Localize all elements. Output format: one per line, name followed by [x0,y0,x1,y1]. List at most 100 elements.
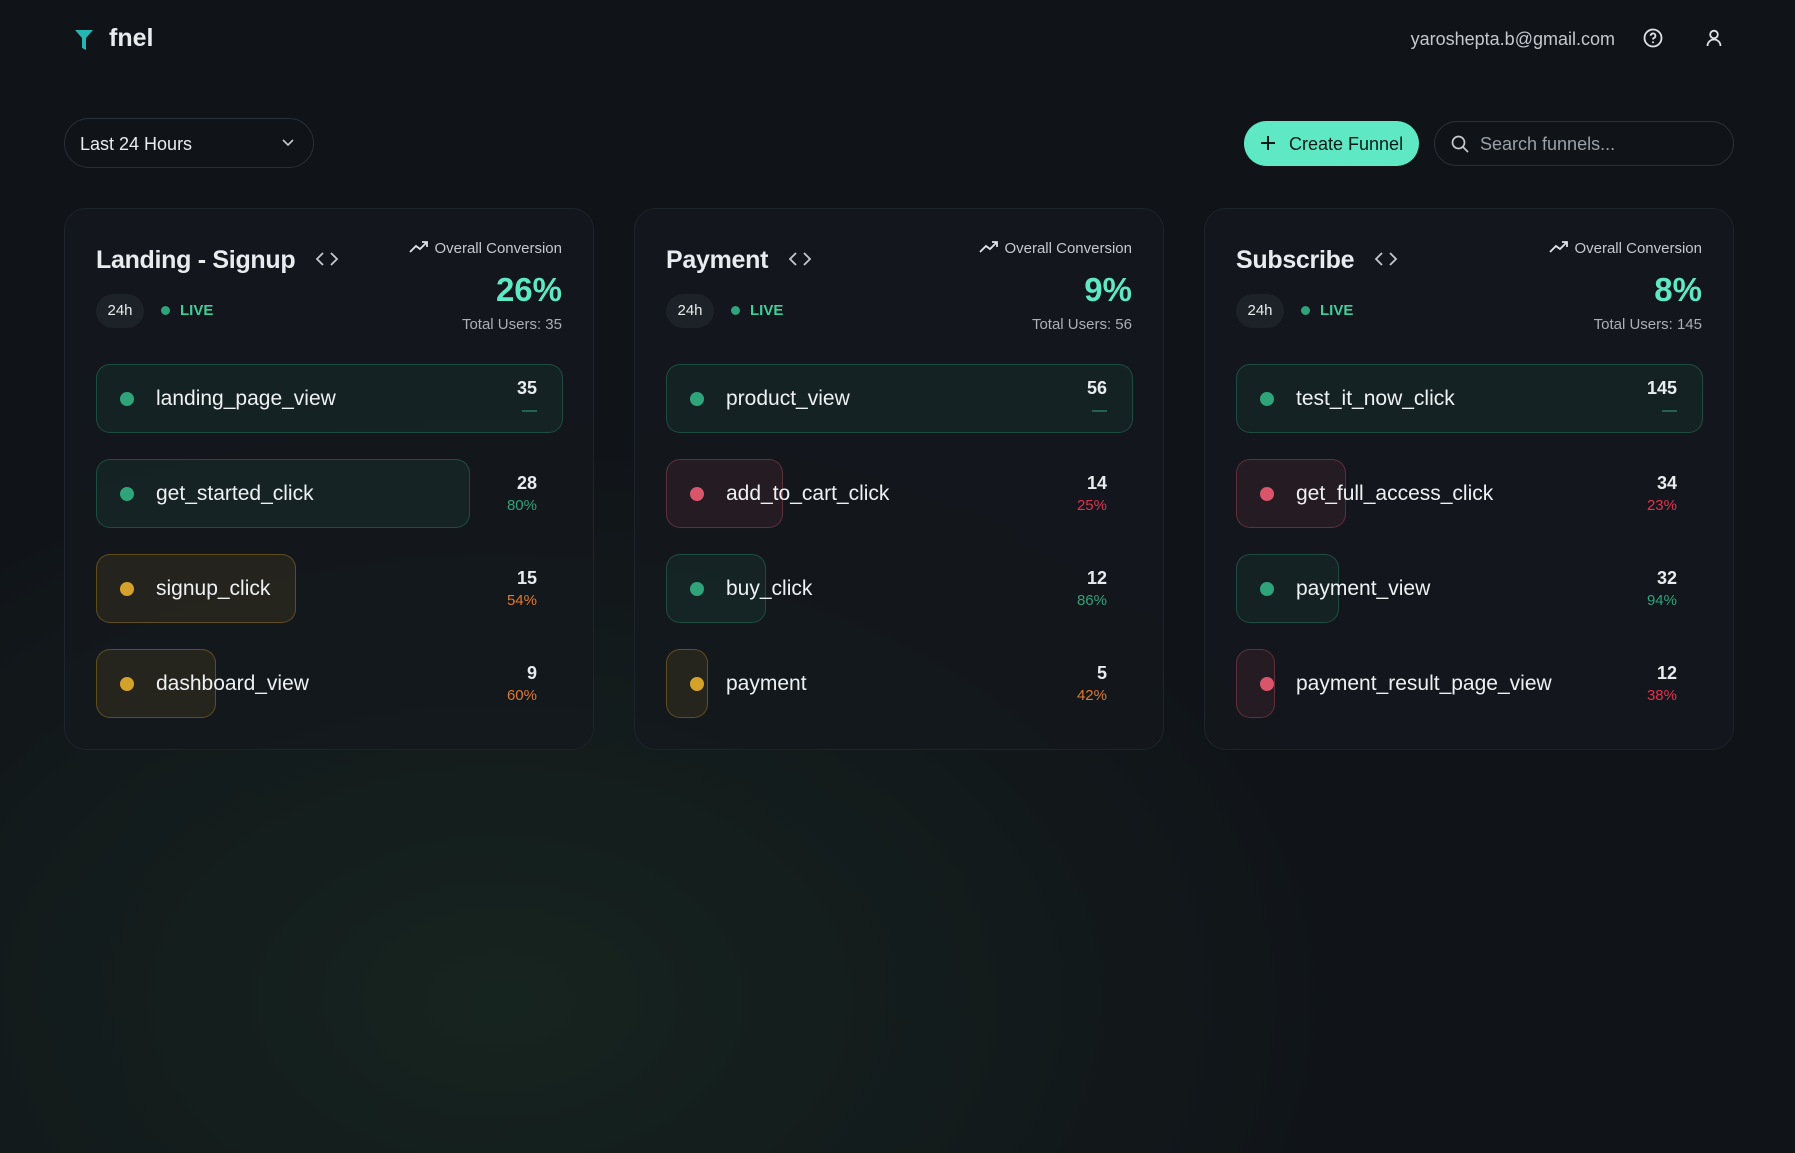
search-placeholder: Search funnels... [1480,134,1616,154]
step-count: 145 [1646,378,1677,398]
step-rate: 38% [1646,687,1677,704]
search-box[interactable]: Search funnels... [1434,121,1734,166]
step-name: buy_click [726,577,813,600]
step-count: 28 [516,473,537,493]
step-rate: 94% [1646,592,1677,609]
step-name: add_to_cart_click [726,482,890,505]
step-count: 14 [1086,473,1107,493]
step-count: 9 [526,663,537,683]
funnel-card[interactable]: Landing - Signup 24h LIVE Overall Conversio… [64,208,594,750]
conversion-header: Overall Conversion [409,240,562,257]
step-count: 56 [1086,378,1107,398]
step-rate: 54% [506,592,537,609]
step-rate: 86% [1076,592,1107,609]
funnel-card[interactable]: Subscribe 24h LIVE Overall Conversion 8% Tota… [1204,208,1734,750]
code-icon [316,252,339,266]
step-dot [120,582,134,596]
embed-icon[interactable] [315,249,339,274]
chevron [282,139,294,147]
step-rate: — [522,402,537,419]
conversion-label: Overall Conversion [434,240,562,257]
range-label: Last 24 Hours [80,134,193,154]
live-label: LIVE [750,302,784,319]
embed-icon[interactable] [788,249,812,274]
step-dot [1260,677,1274,691]
step-rate: — [1662,402,1677,419]
step-count: 35 [516,378,537,398]
step-bar [96,459,470,528]
funnel-title: Payment [666,246,769,274]
live-label: LIVE [1320,302,1354,319]
period-badge: 24h [666,294,714,328]
funnel-card[interactable]: Payment 24h LIVE Overall Conversion 9% Total … [634,208,1164,750]
step-count: 12 [1656,663,1677,683]
step-dot [690,487,704,501]
conversion-header: Overall Conversion [1549,240,1702,257]
step-name: payment_view [1296,577,1431,600]
step-dot [120,392,134,406]
step-rate: 23% [1646,497,1677,514]
create-funnel-button[interactable]: Create Funnel [1244,121,1419,166]
code-icon [1374,252,1398,266]
step-bar [96,364,563,433]
step-name: dashboard_view [156,672,309,695]
logo-icon [75,30,93,50]
total-users: Total Users: 56 [1031,316,1132,333]
step-rate: 25% [1076,497,1107,514]
step-name: test_it_now_click [1296,387,1455,410]
step-bar [666,459,783,528]
step-bar [1236,364,1703,433]
step-bar [1236,459,1346,528]
step-dot [1260,487,1274,501]
embed-icon[interactable] [1374,249,1398,274]
conversion-value: 9% [1084,271,1132,308]
step-name: get_started_click [156,482,314,505]
step-rate: 80% [506,497,537,514]
user-email: yaroshepta.b@gmail.com [1410,29,1615,49]
conversion-label: Overall Conversion [1574,240,1702,257]
range-select[interactable]: Last 24 Hours [64,118,314,168]
account-icon[interactable] [1703,27,1725,49]
step-count: 12 [1086,568,1107,588]
step-dot [690,582,704,596]
step-bar [96,649,217,718]
step-name: payment [726,672,807,695]
step-name: landing_page_view [156,387,336,410]
total-users: Total Users: 35 [461,316,562,333]
live-dot [161,306,170,315]
period-badge: 24h [96,294,144,328]
step-dot [690,392,704,406]
step-count: 32 [1656,568,1677,588]
step-name: product_view [726,387,850,410]
live-label: LIVE [180,302,214,319]
period-badge: 24h [1236,294,1284,328]
trend-icon [409,241,429,253]
total-users: Total Users: 145 [1593,316,1702,333]
step-count: 5 [1096,663,1107,683]
step-rate: 60% [506,687,537,704]
help-icon[interactable] [1642,27,1664,49]
step-dot [120,487,134,501]
step-name: signup_click [156,577,271,600]
live-dot [1301,306,1310,315]
conversion-header: Overall Conversion [979,240,1132,257]
step-count: 15 [516,568,537,588]
create-label: Create Funnel [1289,134,1404,154]
search-icon [1451,135,1469,153]
funnel-title: Landing - Signup [96,246,296,274]
conversion-value: 26% [495,271,562,308]
plus-icon [1261,136,1275,150]
logo [72,24,96,54]
live-dot [731,306,740,315]
funnel-title: Subscribe [1236,246,1355,274]
step-name: get_full_access_click [1296,482,1494,505]
brand: fnel [109,24,154,52]
conversion-label: Overall Conversion [1004,240,1132,257]
code-icon [788,252,812,266]
step-dot [120,677,134,691]
step-rate: — [1092,402,1107,419]
step-bar [1236,554,1340,623]
step-count: 34 [1656,473,1677,493]
step-bar [666,364,1133,433]
